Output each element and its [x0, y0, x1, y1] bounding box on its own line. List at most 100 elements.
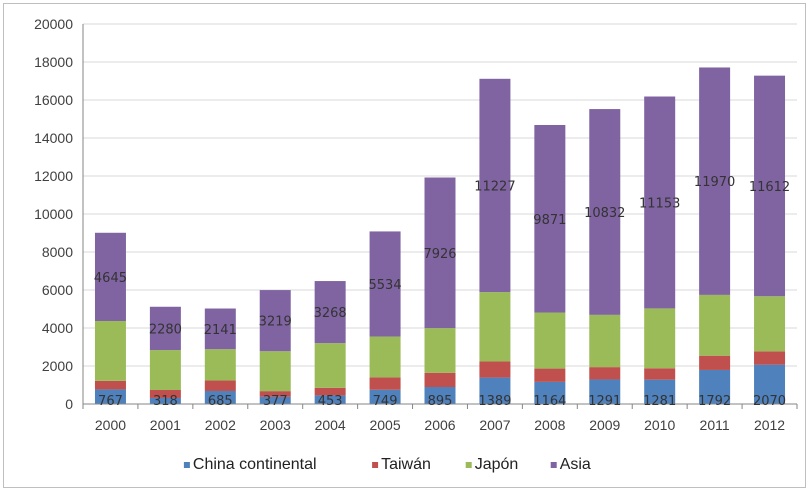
- legend-label: Japón: [475, 456, 519, 473]
- x-tick-label: 2010: [644, 417, 675, 433]
- data-label: 5534: [369, 278, 402, 293]
- y-tick-label: 16000: [34, 92, 73, 108]
- y-tick-label: 18000: [34, 54, 73, 70]
- bar-taiw-n: [644, 368, 676, 380]
- bar-asia: [699, 67, 731, 295]
- bar-jap-n: [94, 321, 126, 381]
- bar-asia: [479, 78, 511, 293]
- y-tick-label: 0: [65, 396, 73, 412]
- bar-jap-n: [314, 343, 346, 388]
- bar-china-continental: [369, 389, 401, 404]
- bar-asia: [424, 177, 456, 329]
- bar-china-continental: [479, 377, 511, 404]
- data-label: 3268: [314, 306, 347, 321]
- stacked-bar-chart: 0 2000 4000 6000 8000 10000 12000 14000 16000 180…: [34, 16, 798, 473]
- bar-jap-n: [259, 351, 291, 392]
- data-label: 1281: [643, 394, 676, 409]
- data-label: 767: [98, 394, 123, 409]
- data-label: 685: [208, 394, 233, 409]
- data-label: 318: [153, 394, 178, 409]
- bar-asia: [94, 232, 126, 322]
- bar-jap-n: [699, 294, 731, 356]
- legend: China continental Taiwán Japón Asia: [183, 456, 591, 473]
- data-label: 2070: [753, 394, 786, 409]
- x-tick-label: 2005: [369, 417, 400, 433]
- bar-asia: [534, 124, 566, 313]
- bar-china-continental: [424, 386, 456, 404]
- bar-taiw-n: [259, 391, 291, 397]
- bar-china-continental: [204, 390, 236, 404]
- bar-china-continental: [314, 395, 346, 404]
- bar-taiw-n: [369, 377, 401, 390]
- bar-china-continental: [644, 379, 676, 404]
- bar-china-continental: [149, 397, 181, 404]
- x-tick-label: 2008: [534, 417, 565, 433]
- chart-frame: 0 2000 4000 6000 8000 10000 12000 14000 16000 180…: [3, 3, 806, 488]
- bar-taiw-n: [94, 380, 126, 390]
- data-label: 1389: [478, 394, 511, 409]
- bar-jap-n: [644, 308, 676, 369]
- bar-china-continental: [754, 364, 786, 404]
- x-tick-label: 2006: [424, 417, 455, 433]
- bar-taiw-n: [149, 389, 181, 398]
- data-label: 895: [428, 394, 453, 409]
- bar-china-continental: [94, 389, 126, 404]
- x-tick-label: 2004: [315, 417, 346, 433]
- y-tick-label: 14000: [34, 130, 73, 146]
- bar-china-continental: [699, 369, 731, 404]
- data-label: 1291: [588, 394, 621, 409]
- legend-label: Taiwán: [381, 456, 431, 473]
- bar-jap-n: [149, 350, 181, 390]
- data-label: 1164: [533, 394, 566, 409]
- bar-asia: [589, 109, 621, 315]
- data-label: 10832: [584, 206, 625, 221]
- x-tick-label: 2000: [95, 417, 126, 433]
- bar-asia: [754, 75, 786, 297]
- x-tick-label: 2003: [260, 417, 291, 433]
- bar-taiw-n: [754, 351, 786, 365]
- y-tick-label: 2000: [42, 358, 73, 374]
- data-label: 4645: [94, 271, 127, 286]
- x-tick-label: 2007: [479, 417, 510, 433]
- bar-china-continental: [589, 379, 621, 404]
- bar-jap-n: [479, 292, 511, 362]
- bar-taiw-n: [589, 367, 621, 380]
- data-labels: 767 318 685 377 453 749 895 1389 1164 1291 1281 179…: [94, 175, 790, 409]
- bar-jap-n: [589, 314, 621, 368]
- y-tick-label: 12000: [34, 168, 73, 184]
- bar-taiw-n: [479, 361, 511, 378]
- data-label: 11970: [694, 175, 735, 190]
- data-label: 1792: [698, 394, 731, 409]
- y-tick-label: 20000: [34, 16, 73, 32]
- data-label: 11612: [749, 180, 790, 195]
- bar-asia: [149, 306, 181, 351]
- bar-jap-n: [534, 312, 566, 369]
- bar-taiw-n: [699, 355, 731, 370]
- legend-swatch: [550, 462, 557, 468]
- bar-jap-n: [754, 296, 786, 352]
- x-tick-label: 2011: [700, 417, 730, 433]
- legend-label: China continental: [193, 456, 317, 473]
- bar-jap-n: [204, 349, 236, 381]
- y-tick-label: 4000: [42, 320, 73, 336]
- data-label: 2141: [204, 323, 237, 338]
- bar-asia: [204, 308, 236, 350]
- data-label: 377: [263, 394, 288, 409]
- data-label: 11227: [474, 179, 515, 194]
- bar-asia: [644, 96, 676, 309]
- data-label: 749: [373, 394, 398, 409]
- bar-taiw-n: [314, 387, 346, 396]
- bar-taiw-n: [204, 380, 236, 391]
- legend-swatch: [465, 462, 472, 468]
- x-tick-label: 2001: [150, 417, 181, 433]
- legend-swatch: [183, 462, 190, 468]
- data-label: 11153: [639, 196, 680, 211]
- x-tick-label: 2002: [205, 417, 236, 433]
- legend-label: Asia: [560, 456, 591, 473]
- legend-swatch: [372, 462, 379, 468]
- bar-china-continental: [259, 396, 291, 404]
- axes: 0 2000 4000 6000 8000 10000 12000 14000 16000 180…: [34, 16, 798, 433]
- y-tick-label: 10000: [34, 206, 73, 222]
- bar-asia: [259, 290, 291, 352]
- x-tick-label: 2012: [754, 417, 785, 433]
